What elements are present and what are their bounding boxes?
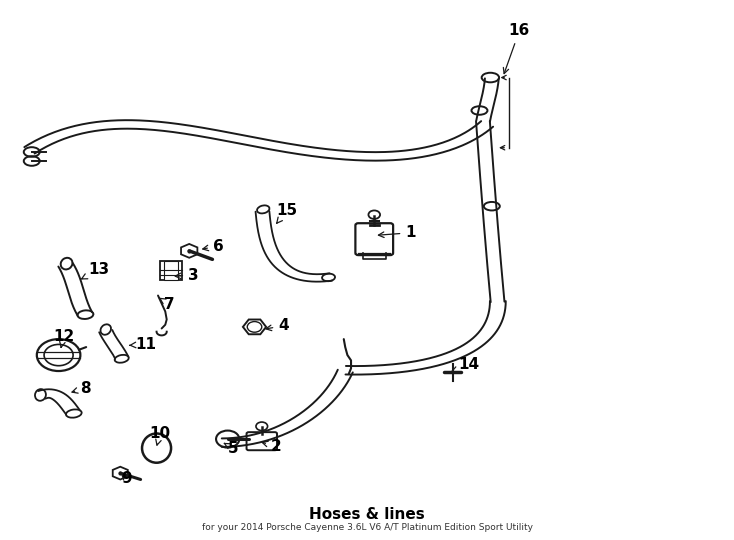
Text: 3: 3: [175, 268, 198, 283]
Bar: [164, 261, 178, 280]
Text: 12: 12: [53, 329, 74, 347]
Text: 9: 9: [121, 471, 131, 486]
Text: 5: 5: [225, 441, 238, 456]
Text: 11: 11: [129, 337, 156, 352]
Text: 8: 8: [72, 381, 91, 395]
FancyBboxPatch shape: [355, 223, 393, 255]
Text: 2: 2: [262, 439, 282, 454]
Text: 6: 6: [203, 239, 224, 254]
Text: 7: 7: [159, 297, 175, 312]
Text: for your 2014 Porsche Cayenne 3.6L V6 A/T Platinum Edition Sport Utility: for your 2014 Porsche Cayenne 3.6L V6 A/…: [202, 523, 532, 532]
Text: 13: 13: [81, 262, 109, 279]
Text: 4: 4: [266, 318, 289, 333]
Text: 16: 16: [504, 23, 530, 73]
Text: 14: 14: [451, 357, 479, 372]
Text: 10: 10: [150, 426, 171, 445]
Text: 15: 15: [277, 203, 298, 224]
Text: Hoses & lines: Hoses & lines: [309, 507, 425, 522]
Bar: [160, 261, 182, 280]
Text: 1: 1: [379, 225, 415, 240]
FancyBboxPatch shape: [247, 432, 277, 450]
